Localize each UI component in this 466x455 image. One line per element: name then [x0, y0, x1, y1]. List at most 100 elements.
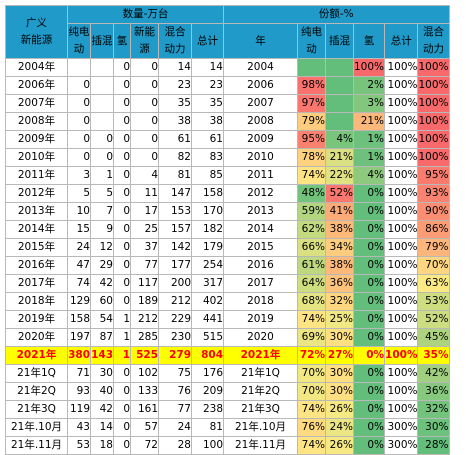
cell-total: 402 [191, 292, 224, 311]
cell-year: 21年.11月 [223, 436, 298, 455]
table-row: 2011年 3 1 0 4 81 85 2011 74% 22% 4% 100% 95% [5, 166, 450, 185]
table-row: 2004年 0 0 14 14 2004 100% 100% 100% [5, 58, 450, 77]
group-header-share: 份额-% [223, 5, 450, 24]
table-row: 2013年 10 7 0 17 153 170 2013 59% 41% 0% 100% 90% [5, 202, 450, 221]
cell-share-phev: 30% [325, 328, 354, 347]
cell-year: 2015 [223, 238, 298, 257]
cell-share-hev: 93% [417, 184, 450, 203]
cell-year: 2017 [223, 274, 298, 293]
cell-year: 2016 [223, 256, 298, 275]
cell-ev [67, 58, 91, 77]
col-header-year: 年 [223, 23, 298, 59]
cell-share-hev: 36% [417, 382, 450, 401]
table-row: 21年.11月 53 18 0 72 28 100 21年.11月 74% 26% 0% 300% 28… [5, 436, 450, 455]
cell-ev: 3 [67, 166, 91, 185]
cell-share-h2: 0% [352, 220, 386, 239]
cell-share-total: 100% [384, 166, 419, 185]
cell-total: 35 [191, 94, 224, 113]
table-row: 21年2Q 93 40 0 133 76 209 21年2Q 70% 30% 0% 100% 36% [5, 382, 450, 401]
cell-hev: 76 [158, 382, 192, 401]
cell-total: 83 [191, 148, 224, 167]
row-label: 21年2Q [5, 382, 68, 401]
row-label: 2015年 [5, 238, 68, 257]
cell-share-hev: 70% [417, 256, 450, 275]
cell-share-hev: 100% [417, 112, 450, 131]
cell-h2: 0 [113, 58, 131, 77]
cell-nev: 117 [130, 274, 159, 293]
cell-h2: 0 [113, 130, 131, 149]
cell-total: 23 [191, 76, 224, 95]
row-label: 2007年 [5, 94, 68, 113]
cell-share-ev: 78% [297, 148, 326, 167]
cell-share-h2: 0% [352, 346, 386, 365]
row-label: 2020年 [5, 328, 68, 347]
cell-phev: 143 [90, 346, 114, 365]
cell-share-phev: 36% [325, 274, 354, 293]
cell-share-ev: 74% [297, 166, 326, 185]
cell-share-h2: 2% [352, 76, 386, 95]
cell-nev: 0 [130, 148, 159, 167]
cell-share-ev: 62% [297, 220, 326, 239]
cell-ev: 74 [67, 274, 91, 293]
cell-year: 2018 [223, 292, 298, 311]
cell-year: 2007 [223, 94, 298, 113]
col-header-hev: 混合 动力 [158, 23, 192, 59]
cell-share-h2: 0% [352, 400, 386, 419]
cell-phev: 54 [90, 310, 114, 329]
cell-phev: 87 [90, 328, 114, 347]
cell-h2: 0 [113, 364, 131, 383]
table-row: 21年1Q 71 30 0 102 75 176 21年1Q 70% 30% 0% 100% 42% [5, 364, 450, 383]
cell-ev: 0 [67, 148, 91, 167]
cell-hev: 23 [158, 76, 192, 95]
cell-nev: 0 [130, 130, 159, 149]
cell-total: 182 [191, 220, 224, 239]
table-row: 2017年 74 42 0 117 200 317 2017 64% 36% 0% 100% 63% [5, 274, 450, 293]
cell-phev: 0 [90, 130, 114, 149]
cell-total: 61 [191, 130, 224, 149]
cell-share-phev [325, 76, 354, 95]
cell-year: 2012 [223, 184, 298, 203]
cell-ev: 15 [67, 220, 91, 239]
cell-share-hev: 45% [417, 328, 450, 347]
cell-year: 21年3Q [223, 400, 298, 419]
cell-nev: 102 [130, 364, 159, 383]
cell-total: 209 [191, 382, 224, 401]
cell-share-h2: 0% [352, 418, 386, 437]
cell-share-h2: 0% [352, 328, 386, 347]
cell-hev: 230 [158, 328, 192, 347]
cell-h2: 1 [113, 310, 131, 329]
cell-hev: 35 [158, 94, 192, 113]
cell-share-total: 100% [384, 256, 419, 275]
cell-nev: 25 [130, 220, 159, 239]
cell-nev: 11 [130, 184, 159, 203]
cell-phev [90, 58, 114, 77]
cell-year: 2013 [223, 202, 298, 221]
cell-h2: 0 [113, 238, 131, 257]
cell-share-phev [325, 94, 354, 113]
cell-h2: 0 [113, 148, 131, 167]
cell-share-total: 300% [384, 418, 419, 437]
cell-share-phev: 24% [325, 418, 354, 437]
cell-share-phev: 38% [325, 220, 354, 239]
table-row: 2014年 15 9 0 25 157 182 2014 62% 38% 0% 100% 86% [5, 220, 450, 239]
cell-share-h2: 4% [352, 166, 386, 185]
cell-share-hev: 100% [417, 76, 450, 95]
cell-share-ev: 59% [297, 202, 326, 221]
row-label: 21年3Q [5, 400, 68, 419]
cell-phev: 18 [90, 436, 114, 455]
row-label: 2019年 [5, 310, 68, 329]
cell-share-hev: 100% [417, 148, 450, 167]
col-header-h2: 氢 [113, 23, 131, 59]
cell-ev: 0 [67, 112, 91, 131]
cell-share-total: 100% [384, 292, 419, 311]
cell-total: 85 [191, 166, 224, 185]
col-header-share-ev: 纯电 动 [297, 23, 326, 59]
cell-phev: 7 [90, 202, 114, 221]
cell-hev: 229 [158, 310, 192, 329]
cell-ev: 71 [67, 364, 91, 383]
row-label: 21年.11月 [5, 436, 68, 455]
cell-year: 2011 [223, 166, 298, 185]
cell-share-ev: 97% [297, 94, 326, 113]
cell-h2: 0 [113, 436, 131, 455]
cell-h2: 0 [113, 166, 131, 185]
